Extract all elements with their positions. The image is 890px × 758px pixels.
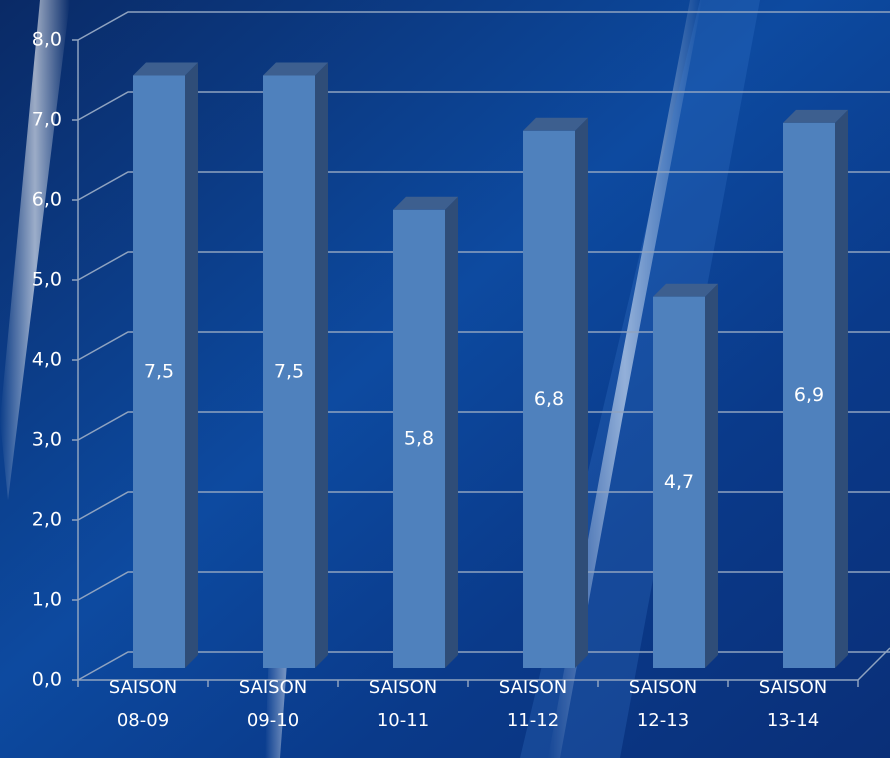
grid-line [77, 651, 890, 681]
grid-line [77, 11, 890, 41]
bar-top [523, 117, 588, 131]
bar-top [133, 62, 198, 76]
grid-line [77, 251, 890, 281]
bar-side [575, 117, 588, 669]
bar-top [653, 283, 718, 297]
bar-top [393, 196, 458, 210]
bar-top [263, 62, 328, 76]
y-tick-label: 3,0 [32, 429, 62, 451]
bar-side [315, 62, 328, 668]
data-label: 4,7 [664, 471, 694, 493]
x-tick-label: SAISON 12-13 [628, 677, 698, 731]
grid-line [77, 91, 890, 121]
y-tick-label: 8,0 [32, 29, 62, 51]
y-tick-label: 7,0 [32, 109, 62, 131]
x-tick-label: SAISON 11-12 [498, 677, 568, 731]
bar [523, 130, 575, 669]
bar [783, 122, 835, 668]
y-tick-label: 5,0 [32, 269, 62, 291]
data-label: 5,8 [404, 427, 434, 449]
bar-side [185, 62, 198, 668]
bar-side [835, 109, 848, 668]
bar [263, 75, 315, 668]
y-tick-label: 0,0 [32, 669, 62, 691]
bar [133, 75, 185, 668]
grid-line [77, 571, 890, 601]
bar-top [783, 109, 848, 123]
bar [653, 296, 705, 668]
y-tick-label: 6,0 [32, 189, 62, 211]
bar-side [445, 196, 458, 669]
data-label: 6,9 [794, 384, 824, 406]
data-label: 6,8 [534, 388, 564, 410]
x-tick-label: SAISON 08-09 [108, 677, 178, 731]
x-tick-label: SAISON 13-14 [758, 677, 828, 731]
data-label: 7,5 [274, 360, 304, 382]
grid-line [77, 331, 890, 361]
x-tick-label: SAISON 10-11 [368, 677, 438, 731]
y-tick-label: 4,0 [32, 349, 62, 371]
data-label: 7,5 [144, 360, 174, 382]
y-tick-label: 2,0 [32, 509, 62, 531]
bar-side [705, 283, 718, 668]
grid-line [77, 491, 890, 521]
bar [393, 209, 445, 669]
y-tick-label: 1,0 [32, 589, 62, 611]
x-tick-label: SAISON 09-10 [238, 677, 308, 731]
light-streak [0, 0, 70, 500]
grid-line [77, 171, 890, 201]
grid-line [77, 411, 890, 441]
